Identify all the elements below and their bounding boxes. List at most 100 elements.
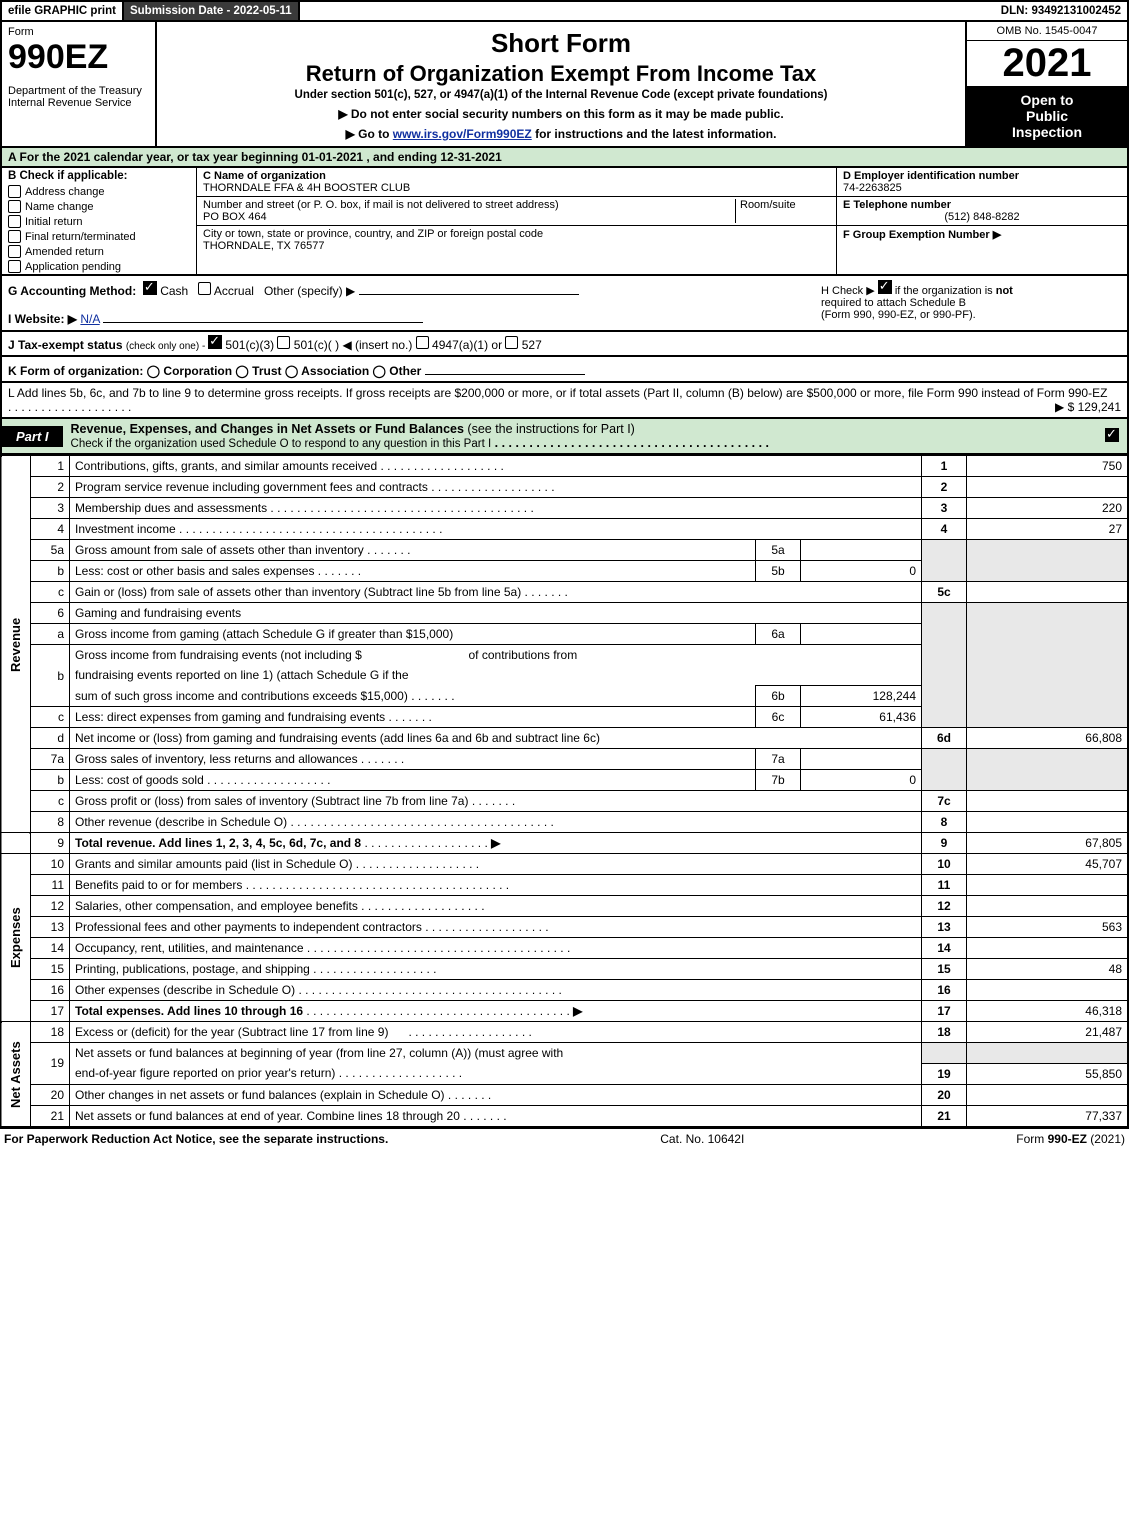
table-row: 7a Gross sales of inventory, less return… bbox=[1, 749, 1128, 770]
right-header-cell: OMB No. 1545-0047 2021 Open to Public In… bbox=[967, 22, 1127, 146]
b-opt-amended[interactable]: Amended return bbox=[2, 244, 196, 259]
revenue-side-label: Revenue bbox=[1, 456, 31, 833]
instr-ssn: ▶ Do not enter social security numbers o… bbox=[163, 107, 959, 121]
instr-goto: ▶ Go to www.irs.gov/Form990EZ for instru… bbox=[163, 127, 959, 141]
page-footer: For Paperwork Reduction Act Notice, see … bbox=[0, 1128, 1129, 1149]
b-checkboxes: B Check if applicable: Address change Na… bbox=[2, 168, 197, 274]
dln-label: DLN: 93492131002452 bbox=[995, 2, 1127, 20]
topbar: efile GRAPHIC print Submission Date - 20… bbox=[0, 0, 1129, 22]
table-row: 20 Other changes in net assets or fund b… bbox=[1, 1084, 1128, 1105]
table-row: 5a Gross amount from sale of assets othe… bbox=[1, 540, 1128, 561]
part1-title: Revenue, Expenses, and Changes in Net As… bbox=[63, 419, 778, 453]
form-990ez-label: 990EZ bbox=[8, 38, 149, 77]
form-header: Form 990EZ Department of the Treasury In… bbox=[0, 22, 1129, 148]
table-row: 4 Investment income 4 27 bbox=[1, 519, 1128, 540]
table-row: 11 Benefits paid to or for members 11 bbox=[1, 875, 1128, 896]
table-row: 13 Professional fees and other payments … bbox=[1, 917, 1128, 938]
checkbox-icon[interactable] bbox=[8, 215, 21, 228]
checkbox-checked-icon bbox=[1105, 428, 1119, 442]
b-opt-name[interactable]: Name change bbox=[2, 199, 196, 214]
c-name-block: C Name of organization THORNDALE FFA & 4… bbox=[197, 168, 837, 274]
l-gross-receipts: L Add lines 5b, 6c, and 7b to line 9 to … bbox=[0, 383, 1129, 419]
g-accounting: G Accounting Method: Cash Accrual Other … bbox=[8, 280, 781, 298]
section-b-c-d: B Check if applicable: Address change Na… bbox=[0, 168, 1129, 276]
d-ein-label: D Employer identification number bbox=[843, 170, 1019, 182]
tax-year: 2021 bbox=[967, 41, 1127, 86]
checkbox-icon[interactable] bbox=[8, 260, 21, 273]
expenses-side-label: Expenses bbox=[1, 854, 31, 1022]
subtitle: Under section 501(c), 527, or 4947(a)(1)… bbox=[163, 89, 959, 101]
org-city: THORNDALE, TX 76577 bbox=[203, 240, 830, 252]
main-title: Return of Organization Exempt From Incom… bbox=[163, 61, 959, 87]
part1-header: Part I Revenue, Expenses, and Changes in… bbox=[0, 419, 1129, 455]
j-tax-exempt: J Tax-exempt status (check only one) - 5… bbox=[0, 332, 1129, 357]
footer-catno: Cat. No. 10642I bbox=[660, 1132, 744, 1146]
checkbox-icon[interactable] bbox=[416, 336, 429, 349]
table-row: 16 Other expenses (describe in Schedule … bbox=[1, 980, 1128, 1001]
org-name: THORNDALE FFA & 4H BOOSTER CLUB bbox=[203, 182, 830, 194]
table-row: 9 Total revenue. Add lines 1, 2, 3, 4, 5… bbox=[1, 833, 1128, 854]
d-e-f-block: D Employer identification number 74-2263… bbox=[837, 168, 1127, 274]
checkbox-checked-icon bbox=[143, 281, 157, 295]
i-website: I Website: ▶ N/A bbox=[8, 308, 781, 326]
irs-link[interactable]: www.irs.gov/Form990EZ bbox=[393, 127, 532, 141]
table-row: Revenue 1 Contributions, gifts, grants, … bbox=[1, 456, 1128, 477]
footer-formref: Form 990-EZ (2021) bbox=[1016, 1132, 1125, 1146]
table-row: 6 Gaming and fundraising events bbox=[1, 603, 1128, 624]
dept-treasury: Department of the Treasury bbox=[8, 85, 149, 97]
table-row: Net Assets 18 Excess or (deficit) for th… bbox=[1, 1022, 1128, 1043]
table-row: Expenses 10 Grants and similar amounts p… bbox=[1, 854, 1128, 875]
checkbox-icon[interactable] bbox=[198, 282, 211, 295]
table-row: 21 Net assets or fund balances at end of… bbox=[1, 1105, 1128, 1127]
c-street-label: Number and street (or P. O. box, if mail… bbox=[203, 199, 735, 211]
short-form-title: Short Form bbox=[163, 28, 959, 59]
e-tel-label: E Telephone number bbox=[843, 199, 951, 211]
netassets-side-label: Net Assets bbox=[1, 1022, 31, 1127]
submission-date-badge: Submission Date - 2022-05-11 bbox=[124, 2, 300, 20]
checkbox-icon[interactable] bbox=[8, 230, 21, 243]
b-opt-address[interactable]: Address change bbox=[2, 184, 196, 199]
table-row: c Gross profit or (loss) from sales of i… bbox=[1, 791, 1128, 812]
table-row: 12 Salaries, other compensation, and emp… bbox=[1, 896, 1128, 917]
part1-tab: Part I bbox=[2, 426, 63, 447]
form-number-cell: Form 990EZ Department of the Treasury In… bbox=[2, 22, 157, 146]
checkbox-icon[interactable] bbox=[8, 245, 21, 258]
table-row: 3 Membership dues and assessments 3 220 bbox=[1, 498, 1128, 519]
table-row: 17 Total expenses. Add lines 10 through … bbox=[1, 1001, 1128, 1022]
open-public-inspection: Open to Public Inspection bbox=[967, 86, 1127, 146]
checkbox-icon[interactable] bbox=[277, 336, 290, 349]
dept-irs: Internal Revenue Service bbox=[8, 97, 149, 109]
table-row: d Net income or (loss) from gaming and f… bbox=[1, 728, 1128, 749]
checkbox-checked-icon bbox=[208, 335, 222, 349]
website-link[interactable]: N/A bbox=[80, 312, 99, 326]
b-opt-pending[interactable]: Application pending bbox=[2, 259, 196, 274]
l-amount: ▶ $ 129,241 bbox=[1055, 400, 1121, 414]
tel-value: (512) 848-8282 bbox=[843, 211, 1121, 223]
checkbox-icon[interactable] bbox=[505, 336, 518, 349]
room-suite-label: Room/suite bbox=[735, 199, 830, 223]
part1-table: Revenue 1 Contributions, gifts, grants, … bbox=[0, 455, 1129, 1128]
checkbox-icon[interactable] bbox=[8, 200, 21, 213]
f-group-label: F Group Exemption Number ▶ bbox=[843, 229, 1001, 241]
table-row: end-of-year figure reported on prior yea… bbox=[1, 1063, 1128, 1084]
b-label: B Check if applicable: bbox=[2, 168, 196, 184]
ein-value: 74-2263825 bbox=[843, 182, 902, 194]
checkbox-checked-icon bbox=[878, 280, 892, 294]
other-specify-field[interactable] bbox=[359, 280, 579, 295]
b-opt-final[interactable]: Final return/terminated bbox=[2, 229, 196, 244]
k-org-form: K Form of organization: ◯ Corporation ◯ … bbox=[0, 357, 1129, 383]
b-opt-initial[interactable]: Initial return bbox=[2, 214, 196, 229]
title-block: Short Form Return of Organization Exempt… bbox=[157, 22, 967, 146]
table-row: 8 Other revenue (describe in Schedule O)… bbox=[1, 812, 1128, 833]
org-street: PO BOX 464 bbox=[203, 211, 735, 223]
h-schedule-b: H Check ▶ if the organization is not req… bbox=[821, 280, 1121, 326]
c-city-label: City or town, state or province, country… bbox=[203, 228, 830, 240]
efile-print-label[interactable]: efile GRAPHIC print bbox=[2, 2, 124, 20]
footer-left: For Paperwork Reduction Act Notice, see … bbox=[4, 1132, 388, 1146]
c-name-label: C Name of organization bbox=[203, 170, 830, 182]
row-a-period: A For the 2021 calendar year, or tax yea… bbox=[0, 148, 1129, 168]
form-word: Form bbox=[8, 26, 149, 38]
table-row: 2 Program service revenue including gove… bbox=[1, 477, 1128, 498]
checkbox-icon[interactable] bbox=[8, 185, 21, 198]
omb-number: OMB No. 1545-0047 bbox=[967, 22, 1127, 41]
